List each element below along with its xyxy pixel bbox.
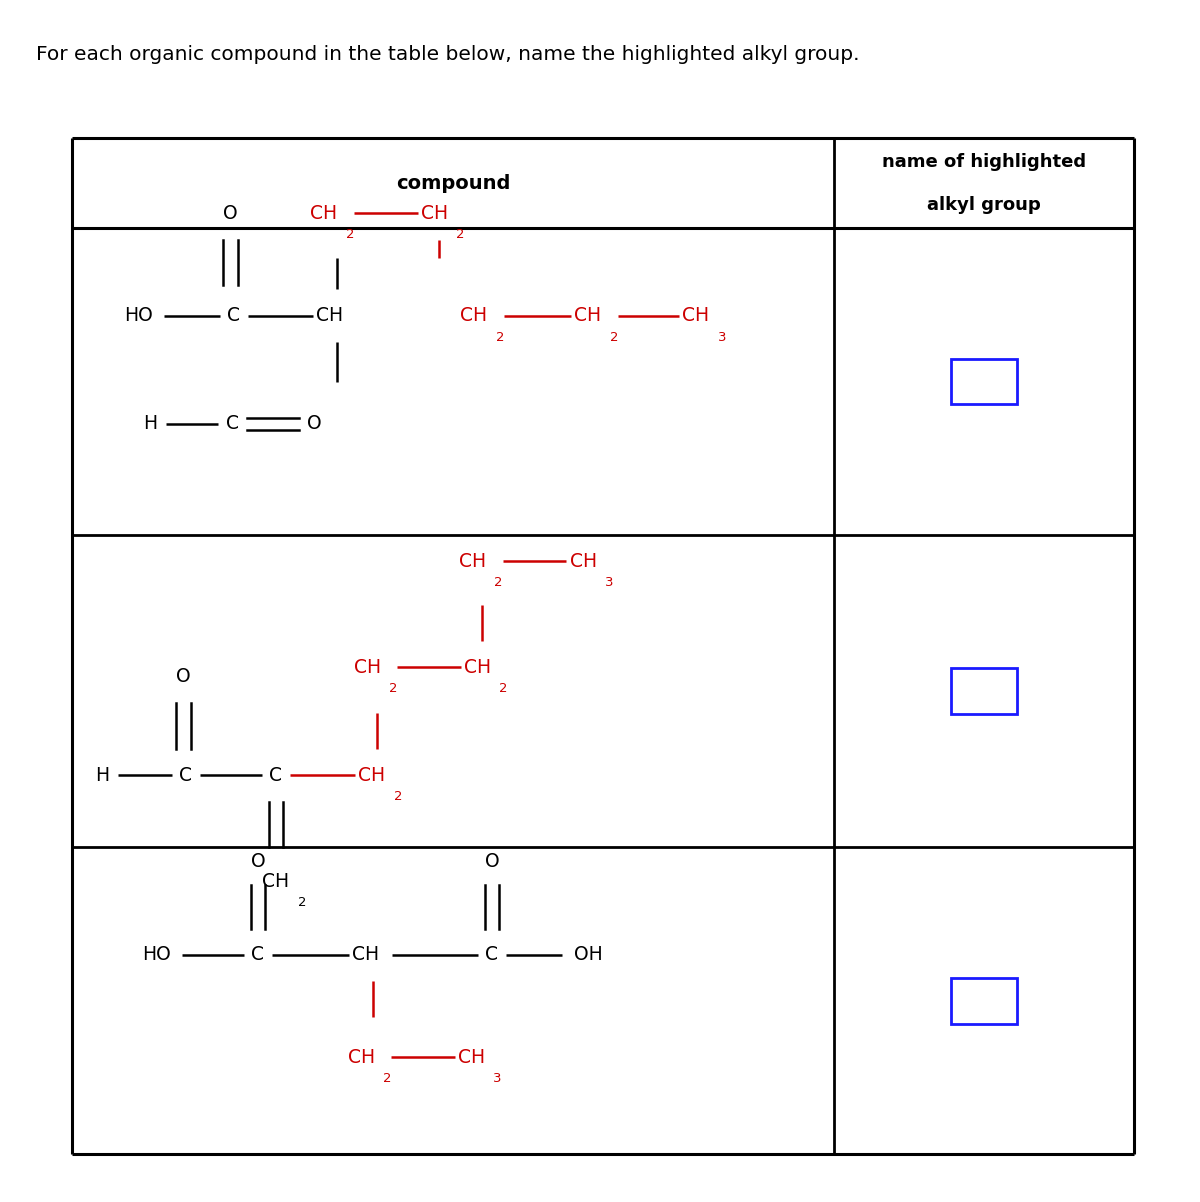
Text: O: O — [485, 852, 499, 870]
Text: O: O — [307, 415, 322, 433]
Text: 2: 2 — [346, 228, 354, 242]
Text: C: C — [270, 766, 282, 785]
Text: 2: 2 — [456, 228, 464, 242]
Text: O: O — [223, 204, 238, 222]
Text: O: O — [176, 667, 191, 686]
Text: CH: CH — [421, 204, 448, 222]
Text: CH: CH — [458, 1048, 485, 1066]
Bar — [952, 668, 1018, 714]
Text: CH: CH — [460, 552, 486, 571]
Text: CH: CH — [263, 871, 289, 891]
Text: alkyl group: alkyl group — [928, 196, 1040, 214]
Bar — [952, 358, 1018, 404]
Text: name of highlighted: name of highlighted — [882, 153, 1086, 171]
Text: CH: CH — [683, 307, 709, 325]
Text: H: H — [95, 766, 109, 785]
Text: 3: 3 — [718, 331, 726, 344]
Text: OH: OH — [574, 946, 602, 964]
Text: For each organic compound in the table below, name the highlighted alkyl group.: For each organic compound in the table b… — [36, 44, 859, 64]
Text: 2: 2 — [394, 791, 402, 803]
Text: CH: CH — [311, 204, 337, 222]
Text: 2: 2 — [494, 577, 503, 589]
Text: 3: 3 — [605, 577, 613, 589]
Text: CH: CH — [348, 1048, 374, 1066]
Text: C: C — [486, 946, 498, 964]
Text: HO: HO — [124, 307, 152, 325]
Text: 2: 2 — [298, 897, 306, 909]
Text: CH: CH — [359, 766, 385, 785]
Text: CH: CH — [353, 946, 379, 964]
Text: 3: 3 — [493, 1072, 502, 1085]
Text: C: C — [228, 307, 240, 325]
Text: compound: compound — [396, 174, 510, 192]
Text: H: H — [143, 415, 157, 433]
Text: 2: 2 — [383, 1072, 391, 1085]
Text: CH: CH — [575, 307, 601, 325]
Text: CH: CH — [464, 657, 491, 677]
Text: CH: CH — [570, 552, 596, 571]
Text: C: C — [180, 766, 192, 785]
Text: C: C — [252, 946, 264, 964]
Text: CH: CH — [317, 307, 343, 325]
Text: 2: 2 — [499, 683, 508, 695]
Text: 2: 2 — [610, 331, 618, 344]
Text: 2: 2 — [389, 683, 397, 695]
Bar — [952, 978, 1018, 1024]
Text: CH: CH — [354, 657, 380, 677]
Text: O: O — [251, 852, 265, 870]
Text: CH: CH — [461, 307, 487, 325]
Text: HO: HO — [142, 946, 170, 964]
Text: C: C — [227, 415, 239, 433]
Text: 2: 2 — [496, 331, 504, 344]
